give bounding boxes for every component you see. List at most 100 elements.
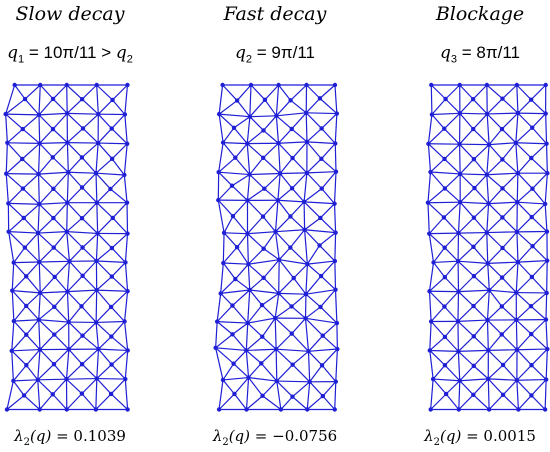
mesh-node bbox=[94, 82, 99, 88]
mesh-edge bbox=[95, 233, 99, 262]
mesh-edge bbox=[39, 202, 68, 205]
mesh-node bbox=[500, 157, 505, 162]
mesh-diagonal bbox=[23, 379, 39, 396]
mesh-edge bbox=[304, 318, 310, 352]
mesh-node bbox=[4, 171, 9, 176]
mesh-diagonal bbox=[218, 113, 235, 129]
mesh-node bbox=[303, 316, 308, 321]
mesh-diagonal bbox=[111, 247, 126, 263]
mesh-diagonal bbox=[305, 293, 321, 308]
mesh-edge bbox=[458, 231, 487, 234]
mesh-node bbox=[528, 304, 534, 309]
mesh-diagonal bbox=[517, 245, 534, 263]
mesh-edge bbox=[7, 142, 40, 145]
mesh-node bbox=[20, 126, 25, 132]
mesh-diagonal bbox=[220, 292, 233, 306]
mesh-diagonal bbox=[502, 247, 519, 263]
mesh-diagonal bbox=[81, 393, 97, 410]
mesh-edge bbox=[275, 115, 280, 144]
mesh-node bbox=[245, 141, 250, 146]
mesh-edge bbox=[304, 201, 335, 205]
mesh-diagonal bbox=[278, 259, 295, 279]
mesh-node bbox=[457, 378, 462, 383]
mesh-edge bbox=[222, 232, 225, 264]
mesh-node bbox=[216, 169, 221, 175]
mesh-edge bbox=[8, 202, 40, 205]
mesh-node bbox=[124, 200, 130, 205]
mesh-diagonal bbox=[95, 260, 113, 277]
mesh-diagonal bbox=[279, 173, 293, 189]
mesh-diagonal bbox=[319, 217, 337, 234]
mesh-node bbox=[24, 332, 29, 337]
mesh-diagonal bbox=[306, 263, 322, 277]
mesh-node bbox=[334, 320, 340, 326]
mesh-diagonal bbox=[53, 231, 68, 248]
mesh-edge bbox=[277, 143, 281, 174]
mesh-diagonal bbox=[38, 247, 55, 263]
mesh-edge bbox=[430, 379, 434, 410]
mesh-node bbox=[12, 82, 17, 88]
mesh-diagonal bbox=[249, 157, 264, 175]
mesh-node bbox=[544, 229, 550, 234]
mesh-edge bbox=[433, 260, 459, 264]
mesh-diagonal bbox=[39, 276, 56, 294]
mesh-diagonal bbox=[291, 172, 308, 189]
mesh-diagonal bbox=[308, 335, 324, 352]
mesh-diagonal bbox=[232, 215, 248, 235]
mesh-diagonal bbox=[38, 98, 54, 116]
mesh-edge bbox=[66, 291, 70, 323]
mesh-edge bbox=[305, 289, 336, 295]
mesh-node bbox=[234, 245, 240, 250]
mesh-diagonal bbox=[249, 116, 264, 131]
mesh-diagonal bbox=[222, 84, 238, 101]
mesh-node bbox=[248, 82, 254, 88]
mesh-edge bbox=[38, 231, 67, 234]
mesh-diagonal bbox=[39, 128, 54, 144]
mesh-diagonal bbox=[247, 248, 265, 265]
mesh-edge bbox=[545, 143, 548, 174]
mesh-node bbox=[231, 125, 237, 130]
mesh-edge bbox=[245, 350, 250, 378]
mesh-edge bbox=[458, 349, 489, 353]
mesh-diagonal bbox=[444, 247, 459, 262]
mesh-diagonal bbox=[531, 203, 546, 218]
mesh-edge bbox=[545, 113, 548, 144]
mesh-diagonal bbox=[231, 305, 249, 324]
mesh-edge bbox=[304, 229, 336, 234]
mesh-diagonal bbox=[52, 188, 68, 204]
mesh-diagonal bbox=[38, 114, 54, 130]
mesh-edge bbox=[334, 381, 337, 410]
mesh-node bbox=[93, 320, 99, 325]
mesh-node bbox=[51, 186, 56, 192]
mesh-edge bbox=[517, 260, 548, 263]
mesh-diagonal bbox=[68, 348, 83, 365]
mesh-node bbox=[95, 140, 101, 146]
mesh-node bbox=[544, 290, 549, 296]
mesh-diagonal bbox=[433, 247, 446, 263]
mesh-edge bbox=[515, 142, 547, 145]
mesh-diagonal bbox=[458, 232, 474, 248]
mesh-node bbox=[51, 215, 56, 221]
mesh-node bbox=[80, 333, 85, 338]
mesh-node bbox=[471, 363, 476, 369]
mesh-diagonal bbox=[444, 291, 459, 308]
mesh-diagonal bbox=[306, 395, 324, 410]
mesh-node bbox=[529, 214, 534, 220]
mesh-node bbox=[275, 198, 281, 203]
mesh-diagonal bbox=[23, 217, 39, 234]
mesh-diagonal bbox=[502, 172, 519, 189]
mesh-edge bbox=[489, 289, 517, 294]
mesh-diagonal bbox=[309, 381, 324, 397]
mesh-diagonal bbox=[53, 348, 70, 365]
mesh-node bbox=[220, 82, 225, 88]
mesh-node bbox=[335, 346, 340, 352]
mesh-diagonal bbox=[473, 335, 489, 351]
mesh-diagonal bbox=[445, 84, 461, 100]
mesh-node bbox=[96, 111, 101, 117]
mesh-diagonal bbox=[530, 157, 548, 174]
mesh-edge bbox=[13, 379, 38, 382]
mesh-diagonal bbox=[261, 304, 276, 319]
mesh-diagonal bbox=[304, 217, 321, 231]
mesh-edge bbox=[333, 203, 337, 233]
mesh-diagonal bbox=[96, 84, 113, 101]
